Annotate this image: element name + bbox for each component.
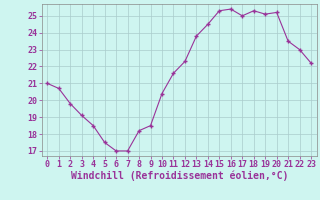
X-axis label: Windchill (Refroidissement éolien,°C): Windchill (Refroidissement éolien,°C) xyxy=(70,171,288,181)
